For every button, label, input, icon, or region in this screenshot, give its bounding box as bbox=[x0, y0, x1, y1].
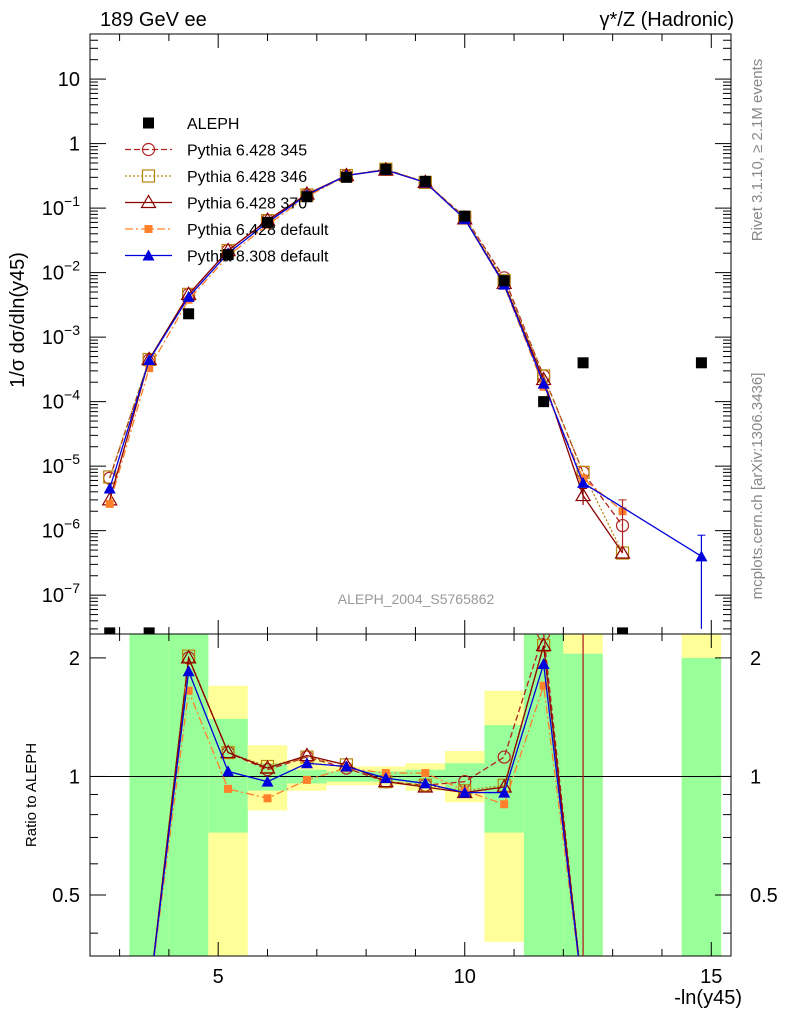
ratio-point-2 bbox=[535, 637, 552, 652]
ratio-point-4 bbox=[340, 760, 353, 772]
ratio-point-4 bbox=[261, 775, 274, 787]
ratio-point-4 bbox=[458, 786, 471, 798]
data-point bbox=[143, 627, 155, 634]
ratio-point-4 bbox=[182, 665, 195, 677]
legend-marker-5 bbox=[142, 249, 155, 261]
uncertainty-bands bbox=[129, 634, 722, 956]
data-point bbox=[222, 249, 234, 261]
ratio-point-4 bbox=[379, 772, 392, 784]
mcplots-label: mcplots.cern.ch [arXiv:1306.3436] bbox=[749, 373, 766, 600]
y-tick-label: 1 bbox=[69, 134, 80, 156]
ratio-point-4 bbox=[498, 786, 511, 798]
legend-marker-1 bbox=[141, 142, 156, 157]
axis-ticks bbox=[90, 33, 731, 956]
y-tick-label: 10−6 bbox=[42, 516, 80, 543]
header-right: γ*/Z (Hadronic) bbox=[600, 9, 734, 31]
ratio-series bbox=[153, 634, 584, 956]
top-series bbox=[101, 161, 708, 634]
ratio-point-2 bbox=[180, 649, 197, 664]
ratio-line-2 bbox=[153, 645, 580, 956]
series-point-4 bbox=[537, 377, 550, 389]
ratio-y-axis-label: Ratio to ALEPH bbox=[23, 743, 40, 847]
y-tick-label: 10−5 bbox=[42, 451, 80, 478]
y-tick-label: 10−7 bbox=[42, 580, 80, 607]
data-point bbox=[498, 275, 510, 287]
ratio-y-tick-label: 1 bbox=[69, 766, 80, 788]
x-axis-label: -ln(y45) bbox=[674, 987, 742, 1009]
top-y-axis-label: 1/σ dσ/dln(y45) bbox=[7, 252, 29, 388]
y-tick-label: 10−1 bbox=[42, 193, 80, 220]
ratio-point-2 bbox=[259, 759, 276, 774]
legend-marker-0 bbox=[143, 117, 154, 129]
data-point bbox=[104, 627, 116, 634]
ratio-y-tick-label-right: 1 bbox=[750, 766, 761, 788]
ratio-point-3 bbox=[539, 681, 548, 690]
header-left: 189 GeV ee bbox=[100, 9, 207, 31]
series-line-4 bbox=[109, 169, 702, 557]
y-tick-label: 10−4 bbox=[42, 387, 80, 414]
ratio-point-4 bbox=[537, 657, 550, 669]
data-point bbox=[262, 216, 274, 228]
series-point-4 bbox=[577, 476, 590, 488]
green-band-12 bbox=[681, 657, 722, 956]
ratio-y-tick-label: 0.5 bbox=[52, 885, 80, 907]
x-tick-label: 5 bbox=[213, 966, 224, 988]
x-tick-label: 10 bbox=[454, 966, 476, 988]
ratio-y-tick-label-right: 2 bbox=[750, 648, 761, 670]
data-point bbox=[380, 163, 392, 175]
ratio-point-4 bbox=[300, 757, 313, 769]
legend-label-5: Pythia 8.308 default bbox=[187, 249, 329, 266]
ratio-point-0 bbox=[497, 750, 511, 764]
legend-label-0: ALEPH bbox=[187, 116, 239, 133]
ratio-line-3 bbox=[153, 685, 579, 956]
legend-marker-3 bbox=[140, 194, 157, 209]
legend-marker-4 bbox=[144, 225, 153, 233]
green-band-1 bbox=[168, 634, 209, 956]
ratio-point-3 bbox=[224, 784, 233, 793]
ratio-point-3 bbox=[500, 800, 509, 809]
series-line-3 bbox=[109, 169, 623, 512]
series-point-4 bbox=[182, 290, 195, 302]
data-point bbox=[183, 308, 195, 320]
ratio-point-3 bbox=[421, 769, 430, 778]
analysis-label: ALEPH_2004_S5765862 bbox=[338, 591, 495, 607]
ratio-point-4 bbox=[419, 777, 432, 789]
legend-label-4: Pythia 6.428 default bbox=[187, 222, 329, 239]
data-point bbox=[459, 210, 471, 222]
x-tick-label: 15 bbox=[700, 966, 722, 988]
axis-tick-labels: 5 10 15 10−7 10−6 10−5 10−4 10−3 10−2 10−1 1 10 0.5 0… bbox=[42, 69, 778, 988]
series-point-3 bbox=[145, 364, 154, 373]
rivet-label: Rivet 3.1.10, ≥ 2.1M events bbox=[749, 59, 766, 242]
legend-label-1: Pythia 6.428 345 bbox=[187, 143, 307, 160]
series-point-3 bbox=[105, 499, 114, 508]
ratio-y-tick-label: 2 bbox=[69, 648, 80, 670]
legend-label-3: Pythia 6.428 370 bbox=[187, 196, 307, 213]
data-point bbox=[301, 191, 313, 203]
series-point-4 bbox=[143, 354, 156, 366]
y-tick-label: 10 bbox=[58, 69, 80, 91]
data-point bbox=[617, 627, 629, 634]
legend-label-2: Pythia 6.428 346 bbox=[187, 169, 307, 186]
series-point-2 bbox=[614, 544, 631, 559]
y-tick-label: 10−2 bbox=[42, 258, 80, 285]
ratio-point-3 bbox=[263, 794, 272, 803]
data-point bbox=[577, 357, 589, 369]
legend-marker-2 bbox=[141, 169, 156, 183]
data-point bbox=[419, 175, 431, 187]
ratio-y-tick-label-right: 0.5 bbox=[750, 885, 778, 907]
green-band-0 bbox=[129, 634, 169, 956]
y-tick-label: 10−3 bbox=[42, 322, 80, 349]
series-point-4 bbox=[103, 482, 116, 494]
ratio-line-4 bbox=[153, 663, 579, 956]
ratio-point-2 bbox=[220, 744, 237, 759]
legend: ALEPH Pythia 6.428 345 Pythia 6.428 346 Pyt… bbox=[125, 116, 329, 266]
ratio-point-4 bbox=[222, 765, 235, 777]
ratio-point-3 bbox=[302, 775, 311, 784]
data-point bbox=[340, 171, 352, 183]
data-point bbox=[538, 396, 550, 408]
data-point bbox=[695, 357, 707, 369]
ratio-panel-frame bbox=[89, 633, 732, 957]
ratio-point-3 bbox=[184, 686, 193, 695]
